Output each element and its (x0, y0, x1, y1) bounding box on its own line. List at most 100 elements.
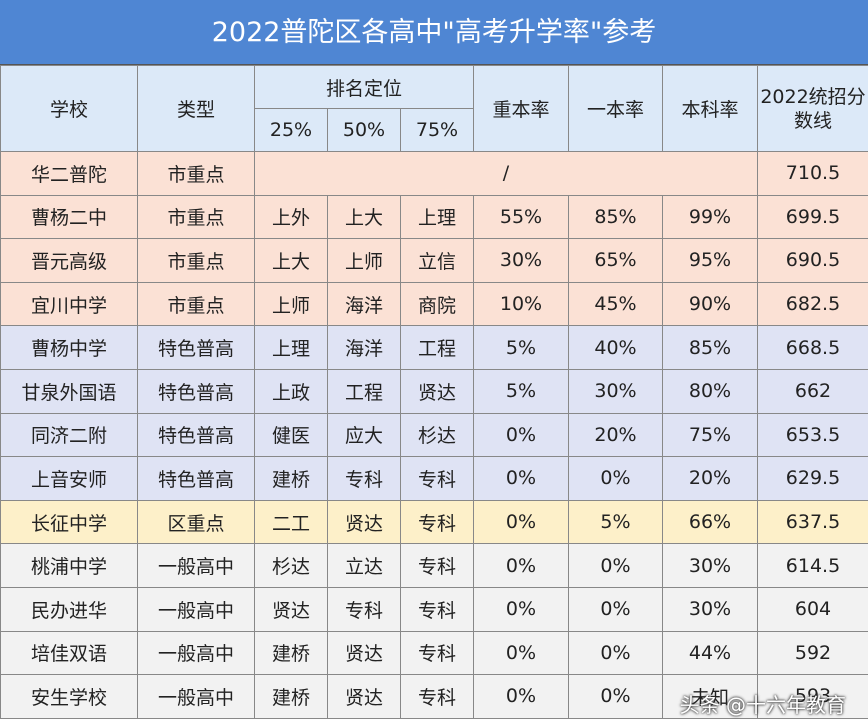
table-cell: 贤达 (254, 586, 328, 632)
table-cell: 66% (662, 499, 758, 545)
table-row: 晋元高级 市重点 上大 上师 立信 30% 65% 95% 690.5 (0, 238, 868, 283)
table-cell: 健医 (254, 412, 328, 458)
table-cell: 市重点 (137, 238, 255, 283)
table-cell: 629.5 (757, 456, 868, 501)
table-cell: 65% (568, 238, 663, 283)
table-cell: 专科 (327, 586, 401, 632)
table-cell: 专科 (400, 674, 474, 719)
table-cell: 专科 (400, 456, 474, 501)
header-row: 学校 类型 排名定位 重本率 一本率 本科率 2022统招分数线 (0, 65, 868, 152)
table-row: 华二普陀 市重点/710.5 (0, 151, 868, 196)
table-cell: 44% (662, 630, 758, 676)
table-cell: 立信 (400, 238, 474, 283)
table-cell: 682.5 (757, 281, 868, 327)
table-cell: 一般高中 (137, 674, 255, 719)
header-cell: 排名定位 (254, 65, 474, 109)
table: 学校 类型 排名定位 重本率 一本率 本科率 2022统招分数线 25% 50%… (0, 65, 868, 719)
table-cell: 安生学校 (0, 674, 138, 719)
table-cell: 一般高中 (137, 630, 255, 676)
table-row: 桃浦中学 一般高中 杉达 立达 专科 0% 0% 30% 614.5 (0, 543, 868, 588)
table-cell: 40% (568, 325, 663, 370)
table-cell: 95% (662, 238, 758, 283)
header-cell: 重本率 (473, 65, 569, 152)
table-cell: 0% (473, 412, 569, 458)
table-cell: 614.5 (757, 543, 868, 588)
table-cell: 0% (473, 630, 569, 676)
table-cell: 贤达 (327, 630, 401, 676)
header-cell: 50% (327, 108, 401, 152)
table-cell: 上师 (327, 238, 401, 283)
table-cell: 0% (568, 456, 663, 501)
table-cell: 5% (473, 368, 569, 414)
table-cell: 特色普高 (137, 368, 255, 414)
header-cell: 2022统招分数线 (757, 65, 868, 152)
table-cell: 85% (662, 325, 758, 370)
table-cell: 5% (568, 499, 663, 545)
table-cell: 贤达 (327, 499, 401, 545)
table-cell: 专科 (400, 586, 474, 632)
table-cell: 10% (473, 281, 569, 327)
table-cell: 工程 (327, 368, 401, 414)
header-cell: 一本率 (568, 65, 663, 152)
table-cell: 0% (473, 674, 569, 719)
table-cell: 上师 (254, 281, 328, 327)
table-row: 培佳双语 一般高中 建桥 贤达 专科 0% 0% 44% 592 (0, 630, 868, 676)
table-cell: 20% (662, 456, 758, 501)
table-cell: 晋元高级 (0, 238, 138, 283)
table-cell: 杉达 (400, 412, 474, 458)
table-header: 学校 类型 排名定位 重本率 一本率 本科率 2022统招分数线 25% 50%… (0, 65, 868, 152)
table-cell: 0% (568, 674, 663, 719)
table-cell: 桃浦中学 (0, 543, 138, 588)
table-cell: 二工 (254, 499, 328, 545)
table-cell: 一般高中 (137, 543, 255, 588)
table-cell: 80% (662, 368, 758, 414)
table-row: 长征中学 区重点 二工 贤达 专科 0% 5% 66% 637.5 (0, 499, 868, 545)
table-cell: 690.5 (757, 238, 868, 283)
table-cell: 0% (568, 543, 663, 588)
table-cell: 0% (568, 630, 663, 676)
table-row: 上音安师 特色普高 建桥 专科 专科 0% 0% 20% 629.5 (0, 456, 868, 501)
table-cell: / (254, 151, 758, 196)
table-cell: 专科 (400, 499, 474, 545)
table-cell: 637.5 (757, 499, 868, 545)
table-cell: 上大 (254, 238, 328, 283)
table-cell: 特色普高 (137, 456, 255, 501)
table-row: 同济二附 特色普高 健医 应大 杉达 0% 20% 75% 653.5 (0, 412, 868, 458)
table-cell: 一般高中 (137, 586, 255, 632)
table-cell: 30% (662, 543, 758, 588)
table-cell: 20% (568, 412, 663, 458)
table-cell: 未知 (662, 674, 758, 719)
table-cell: 贤达 (327, 674, 401, 719)
table-cell: 培佳双语 (0, 630, 138, 676)
table-cell: 贤达 (400, 368, 474, 414)
table-cell: 0% (473, 543, 569, 588)
table-cell: 592 (757, 630, 868, 676)
table-cell: 海洋 (327, 325, 401, 370)
table-cell: 专科 (400, 630, 474, 676)
table-cell: 工程 (400, 325, 474, 370)
table-cell: 662 (757, 368, 868, 414)
table-row: 曹杨中学 特色普高 上理 海洋 工程 5% 40% 85% 668.5 (0, 325, 868, 370)
table-cell: 5% (473, 325, 569, 370)
table-cell: 区重点 (137, 499, 255, 545)
table-cell: 华二普陀 (0, 151, 138, 196)
table-cell: 30% (568, 368, 663, 414)
table-cell: 99% (662, 194, 758, 240)
table-cell: 上大 (327, 194, 401, 240)
table-cell: 30% (473, 238, 569, 283)
table-cell: 0% (568, 586, 663, 632)
header-cell: 75% (400, 108, 474, 152)
table-cell: 同济二附 (0, 412, 138, 458)
table-cell: 市重点 (137, 281, 255, 327)
table-cell: 85% (568, 194, 663, 240)
table-cell: 90% (662, 281, 758, 327)
header-cell: 25% (254, 108, 328, 152)
table-cell: 专科 (400, 543, 474, 588)
table-cell: 建桥 (254, 630, 328, 676)
table-cell: 上外 (254, 194, 328, 240)
table-cell: 特色普高 (137, 325, 255, 370)
table-cell: 0% (473, 499, 569, 545)
table-cell: 长征中学 (0, 499, 138, 545)
watermark: 头条 @十六年教育 (679, 693, 846, 717)
table-cell: 立达 (327, 543, 401, 588)
